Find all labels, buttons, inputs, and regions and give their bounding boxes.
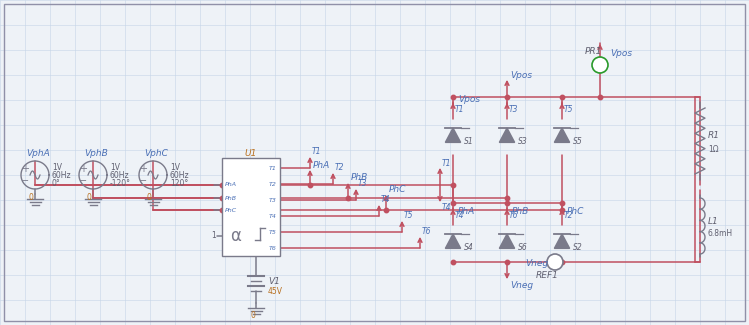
Text: α: α <box>231 227 241 245</box>
Text: T2: T2 <box>564 211 574 219</box>
Text: V1: V1 <box>268 277 280 285</box>
Text: T3: T3 <box>358 179 368 188</box>
Text: T3: T3 <box>269 198 277 202</box>
Text: +: + <box>21 164 29 174</box>
Text: 0: 0 <box>147 192 151 202</box>
Text: S3: S3 <box>518 136 528 146</box>
Text: S6: S6 <box>518 242 528 252</box>
Text: +: + <box>79 164 87 174</box>
Circle shape <box>592 57 608 73</box>
Text: 1Ω: 1Ω <box>708 145 718 153</box>
Circle shape <box>547 254 563 270</box>
Text: PhA: PhA <box>313 161 330 170</box>
Text: T5: T5 <box>269 229 277 235</box>
Text: PhA: PhA <box>225 183 237 188</box>
Text: T1: T1 <box>455 105 464 113</box>
Text: Vpos: Vpos <box>510 71 532 80</box>
Text: REF1: REF1 <box>536 271 559 280</box>
Text: PR1: PR1 <box>585 46 602 56</box>
Text: T4: T4 <box>381 196 390 204</box>
Text: 1: 1 <box>212 231 216 240</box>
Text: 0: 0 <box>87 192 91 202</box>
Text: U1: U1 <box>245 149 257 158</box>
Text: T5: T5 <box>564 105 574 113</box>
Text: +: + <box>139 164 147 174</box>
Text: 6.8mH: 6.8mH <box>708 229 733 239</box>
Text: S4: S4 <box>464 242 474 252</box>
Polygon shape <box>500 128 515 142</box>
Text: VphB: VphB <box>84 149 108 158</box>
Text: −: − <box>21 176 29 186</box>
Text: −: − <box>139 176 147 186</box>
Text: T2: T2 <box>335 163 345 173</box>
Text: T6: T6 <box>269 245 277 251</box>
Text: 0: 0 <box>251 310 255 319</box>
Text: Vneg: Vneg <box>510 281 533 291</box>
Polygon shape <box>446 128 461 142</box>
Text: PhC: PhC <box>389 186 407 194</box>
Text: 60Hz: 60Hz <box>170 172 189 180</box>
Text: PhC: PhC <box>225 207 237 213</box>
Polygon shape <box>554 234 570 248</box>
Text: Vpos: Vpos <box>458 96 480 105</box>
Text: 1V: 1V <box>110 162 120 172</box>
Text: T4: T4 <box>269 214 277 218</box>
Text: PhB: PhB <box>225 196 237 201</box>
Text: T4: T4 <box>442 202 452 212</box>
Polygon shape <box>554 128 570 142</box>
Text: T5: T5 <box>404 212 413 220</box>
Text: T1: T1 <box>312 148 321 157</box>
Text: 60Hz: 60Hz <box>110 172 130 180</box>
Text: VphA: VphA <box>26 149 50 158</box>
Bar <box>222 158 280 256</box>
Text: T6: T6 <box>422 227 431 237</box>
Text: R1: R1 <box>708 132 720 140</box>
Text: 120°: 120° <box>170 179 188 188</box>
Text: S2: S2 <box>573 242 583 252</box>
Text: T6: T6 <box>509 211 518 219</box>
Text: T1: T1 <box>442 159 452 167</box>
Text: 45V: 45V <box>268 287 283 295</box>
Text: 1V: 1V <box>170 162 180 172</box>
Text: S5: S5 <box>573 136 583 146</box>
Text: V: V <box>597 60 603 70</box>
Polygon shape <box>446 234 461 248</box>
Text: Vneg: Vneg <box>525 259 548 268</box>
Text: S1: S1 <box>464 136 474 146</box>
Polygon shape <box>500 234 515 248</box>
Text: T2: T2 <box>269 181 277 187</box>
Text: Vpos: Vpos <box>610 48 632 58</box>
Text: 0°: 0° <box>52 179 61 188</box>
Text: T1: T1 <box>269 165 277 171</box>
Text: T4: T4 <box>455 211 464 219</box>
Text: T3: T3 <box>509 105 518 113</box>
Text: PhB: PhB <box>351 174 369 183</box>
Text: −: − <box>79 176 87 186</box>
Text: L1: L1 <box>708 216 719 226</box>
Text: 60Hz: 60Hz <box>52 172 72 180</box>
Text: 1V: 1V <box>52 162 62 172</box>
Text: PhB: PhB <box>512 206 530 215</box>
Text: PhA: PhA <box>458 206 476 215</box>
Text: -120°: -120° <box>110 179 131 188</box>
Text: PhC: PhC <box>567 206 584 215</box>
Text: V: V <box>552 257 558 266</box>
Text: VphC: VphC <box>144 149 168 158</box>
Text: 0: 0 <box>28 192 34 202</box>
